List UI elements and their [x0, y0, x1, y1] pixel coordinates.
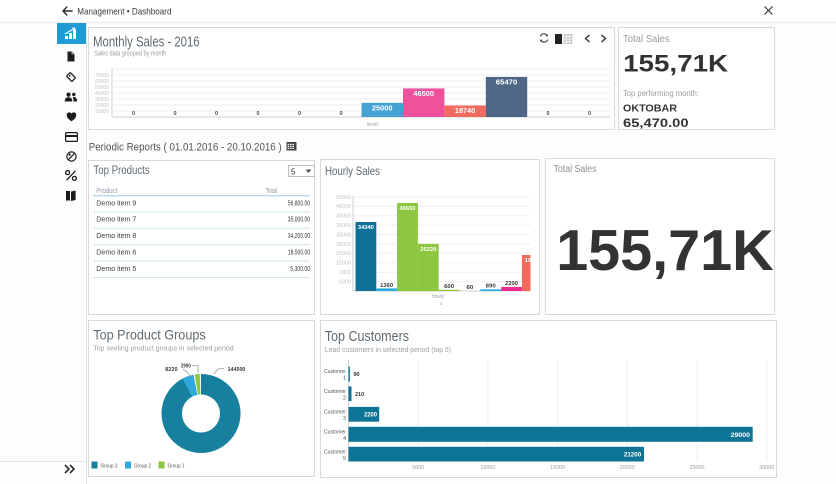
svg-text:35,000.00: 35,000.00 — [288, 215, 310, 224]
svg-text:OKTOBAR: OKTOBAR — [623, 102, 677, 114]
svg-text:Top Products: Top Products — [93, 163, 149, 177]
svg-text:Hourly: Hourly — [432, 294, 444, 300]
svg-text:10000: 10000 — [339, 270, 351, 276]
svg-text:5,300.00: 5,300.00 — [290, 264, 310, 273]
svg-text:19: 19 — [525, 258, 531, 264]
svg-text:Periodic Reports ( 01.01.2016: Periodic Reports ( 01.01.2016 - 20.10.20… — [89, 142, 282, 154]
svg-text:Top Product Groups: Top Product Groups — [93, 327, 205, 343]
svg-text:2200: 2200 — [364, 413, 378, 419]
svg-text:Customer: Customer — [324, 450, 346, 456]
svg-text:34340: 34340 — [358, 225, 374, 231]
svg-text:Demo item 8: Demo item 8 — [96, 231, 136, 240]
svg-text:30000: 30000 — [95, 97, 109, 103]
svg-text:30000: 30000 — [759, 465, 774, 471]
svg-text:18,500.00: 18,500.00 — [288, 248, 310, 257]
svg-text:35000: 35000 — [336, 223, 351, 229]
svg-text:0: 0 — [546, 111, 549, 117]
svg-text:Top performing month:: Top performing month: — [623, 88, 699, 98]
svg-text:21200: 21200 — [624, 453, 642, 459]
svg-text:45000: 45000 — [336, 204, 351, 210]
svg-text:144500: 144500 — [228, 367, 246, 373]
svg-text:0: 0 — [298, 111, 301, 117]
svg-text:60: 60 — [466, 285, 473, 291]
svg-text:10000: 10000 — [480, 465, 495, 471]
svg-text:Hourly Sales: Hourly Sales — [325, 164, 380, 178]
svg-text:1360: 1360 — [380, 283, 393, 289]
svg-text:5: 5 — [291, 168, 296, 177]
svg-text:0: 0 — [256, 111, 259, 117]
svg-text:Top Customers: Top Customers — [325, 328, 409, 345]
svg-text:60000: 60000 — [95, 79, 109, 85]
svg-text:0: 0 — [132, 111, 135, 117]
svg-text:Demo item 5: Demo item 5 — [96, 264, 136, 273]
svg-text:65,470.00: 65,470.00 — [623, 118, 689, 130]
svg-text:40000: 40000 — [336, 214, 351, 220]
svg-text:2200: 2200 — [505, 281, 518, 287]
svg-text:0: 0 — [588, 111, 591, 117]
svg-text:0: 0 — [215, 111, 218, 117]
svg-text:29000: 29000 — [731, 433, 751, 439]
svg-text:4: 4 — [343, 436, 346, 442]
svg-text:10000: 10000 — [95, 109, 109, 115]
svg-text:40000: 40000 — [95, 91, 109, 97]
svg-text:Customer: Customer — [324, 410, 346, 416]
svg-text:890: 890 — [486, 284, 496, 290]
svg-text:45650: 45650 — [400, 206, 416, 212]
svg-text:Group 2: Group 2 — [134, 464, 151, 470]
svg-text:25000: 25000 — [690, 465, 705, 471]
svg-text:46500: 46500 — [413, 91, 434, 98]
svg-text:20000: 20000 — [95, 103, 109, 109]
svg-text:3: 3 — [343, 416, 346, 422]
svg-text:Top seeling product groups in: Top seeling product groups in selected p… — [93, 344, 233, 353]
svg-text:8220: 8220 — [165, 367, 178, 373]
svg-text:0: 0 — [173, 111, 176, 117]
svg-text:15000: 15000 — [336, 261, 351, 267]
svg-text:Demo item 9: Demo item 9 — [96, 198, 136, 207]
svg-text:600: 600 — [444, 284, 454, 290]
svg-text:5: 5 — [343, 456, 346, 462]
svg-text:Lead customers in selected per: Lead customers in selected period (top 5… — [325, 345, 452, 354]
svg-text:90: 90 — [354, 372, 360, 378]
svg-text:155,71K: 155,71K — [623, 51, 729, 78]
svg-text:5000: 5000 — [339, 280, 351, 286]
svg-text:15000: 15000 — [550, 465, 565, 471]
svg-text:56,800.00: 56,800.00 — [288, 198, 310, 207]
svg-text:2: 2 — [343, 396, 346, 402]
svg-text:50000: 50000 — [336, 195, 351, 201]
svg-text:5000: 5000 — [412, 465, 424, 471]
svg-text:25000: 25000 — [336, 242, 351, 248]
svg-text:50000: 50000 — [95, 85, 109, 91]
svg-text:0: 0 — [339, 111, 342, 117]
svg-text:Sales data grouped by month: Sales data grouped by month — [94, 49, 166, 58]
svg-text:Month: Month — [367, 122, 379, 128]
svg-text:4: 4 — [440, 301, 443, 306]
svg-text:25220: 25220 — [420, 247, 436, 253]
svg-text:Customer: Customer — [324, 369, 346, 375]
svg-text:65470: 65470 — [496, 80, 518, 87]
svg-text:Group 3: Group 3 — [101, 464, 118, 470]
svg-text:Management • Dashboard: Management • Dashboard — [77, 6, 171, 17]
svg-text:155,71K: 155,71K — [556, 219, 774, 283]
svg-text:Customer: Customer — [324, 389, 346, 395]
svg-text:Group 1: Group 1 — [168, 464, 185, 470]
svg-text:Total Sales: Total Sales — [554, 164, 597, 175]
svg-text:70000: 70000 — [95, 73, 109, 79]
svg-text:20000: 20000 — [620, 465, 635, 471]
svg-text:Demo item 7: Demo item 7 — [96, 215, 136, 224]
svg-text:Monthly Sales - 2016: Monthly Sales - 2016 — [93, 34, 200, 50]
svg-text:25000: 25000 — [372, 106, 393, 113]
svg-text:Demo item 6: Demo item 6 — [96, 248, 136, 257]
svg-text:Total Sales: Total Sales — [623, 34, 670, 45]
svg-text:30000: 30000 — [336, 232, 351, 238]
svg-text:Customer: Customer — [324, 430, 346, 436]
svg-text:20000: 20000 — [336, 251, 351, 257]
svg-text:2990: 2990 — [181, 363, 191, 369]
svg-text:Product: Product — [96, 186, 118, 195]
svg-text:18740: 18740 — [455, 108, 476, 115]
svg-text:Total: Total — [266, 186, 278, 195]
svg-text:1: 1 — [343, 376, 346, 382]
svg-text:34,200.00: 34,200.00 — [288, 231, 310, 240]
svg-text:210: 210 — [355, 392, 364, 398]
